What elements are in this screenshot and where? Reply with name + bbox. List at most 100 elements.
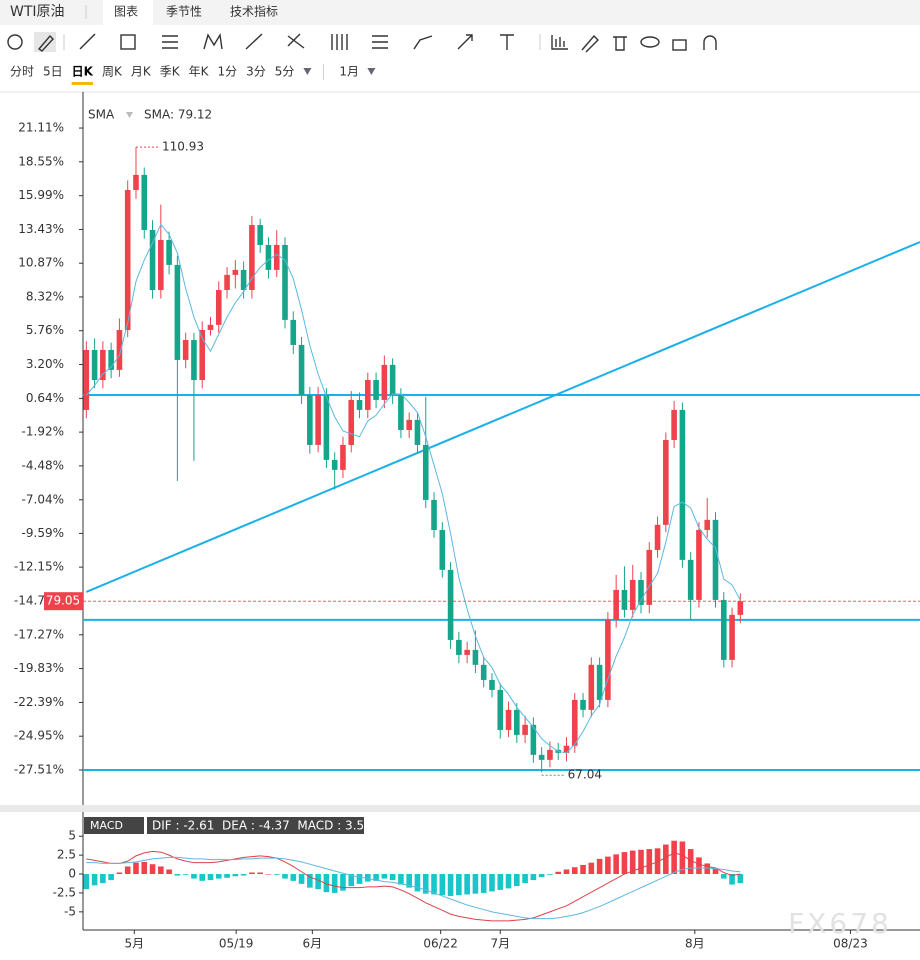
candle-body [331, 459, 338, 470]
candle-body [323, 394, 330, 460]
tool-icon[interactable] [640, 36, 660, 48]
candle-body [133, 174, 139, 190]
period-option[interactable]: 分时 [10, 65, 34, 79]
y-tick-label: -7.04% [22, 492, 64, 506]
candle-body [207, 324, 214, 331]
tool-icon[interactable] [500, 34, 514, 50]
period-option[interactable]: 5分 [275, 65, 295, 79]
x-tick-label: 5月 [125, 937, 145, 951]
y-tick-label: -27.51% [14, 762, 64, 776]
macd-bar [621, 852, 628, 875]
candle-body [679, 409, 686, 560]
candle-body [712, 519, 719, 600]
macd-bar [737, 874, 744, 884]
low-label: 67.04 [568, 768, 602, 782]
period-option[interactable]: 周K [102, 65, 123, 79]
tool-icon[interactable] [203, 32, 223, 50]
candle-body [174, 264, 181, 360]
tool-icon[interactable] [79, 33, 96, 50]
tool-icon[interactable] [703, 35, 717, 50]
tool-icon[interactable] [413, 35, 433, 50]
candle-body [431, 499, 437, 530]
last-price-label: 79.05 [46, 594, 80, 608]
candle-body [489, 679, 495, 690]
tool-icon[interactable] [457, 34, 473, 50]
tool-icon[interactable] [613, 36, 627, 51]
macd-bar [696, 857, 702, 875]
candle-body [629, 579, 636, 610]
macd-bar [348, 874, 355, 887]
macd-bar [398, 874, 404, 885]
candle-body [290, 319, 297, 345]
macd-legend[interactable]: MACD [90, 819, 123, 832]
period-option[interactable]: 3分 [246, 65, 266, 79]
macd-bar [580, 864, 586, 875]
period-bar: 分时 5日 日K 周K 月K 季K 年K 1分 3分 5分 1月 [10, 64, 376, 85]
candle-body [282, 244, 288, 320]
y-tick-label: 0 [68, 867, 76, 881]
macd-readout-bg [147, 817, 364, 834]
macd-bar [389, 874, 396, 881]
tool-icon[interactable] [162, 35, 178, 49]
tool-icon[interactable] [551, 35, 568, 50]
candle-body [356, 399, 363, 410]
candle-body [298, 344, 305, 395]
macd-bar [141, 861, 148, 875]
tool-icon[interactable] [581, 34, 599, 53]
tool-icon[interactable] [287, 33, 305, 49]
candle-body [182, 339, 189, 360]
candle-body [257, 225, 263, 245]
y-tick-label: -12.15% [14, 560, 64, 574]
tab[interactable]: 技术指标 [230, 4, 278, 19]
period-option[interactable]: 1分 [217, 65, 237, 79]
drawing-toolbar [7, 32, 717, 53]
tab[interactable]: 图表 [114, 5, 138, 19]
indicator-value: SMA: 79.12 [144, 108, 212, 122]
x-tick-label: 6月 [303, 937, 323, 951]
period-option[interactable]: 1月 [339, 65, 359, 79]
period-option[interactable]: 季K [160, 65, 181, 79]
candle-body [588, 664, 595, 710]
candle-body [364, 379, 371, 410]
tool-icon[interactable] [245, 33, 263, 50]
x-tick-label: 06/22 [423, 937, 458, 951]
candle-body [720, 599, 727, 660]
macd-bar [199, 874, 206, 881]
indicator-legend: SMA [88, 108, 115, 122]
period-option[interactable]: 5日 [43, 65, 63, 79]
tool-icon[interactable] [120, 34, 136, 50]
macd-bar [414, 874, 421, 892]
tool-icon[interactable] [372, 35, 388, 49]
candle-body [141, 174, 148, 231]
dropdown-arrow[interactable] [367, 68, 376, 75]
tool-icon[interactable] [37, 34, 54, 52]
candle-body [505, 709, 512, 730]
tab[interactable]: 季节性 [166, 5, 202, 19]
y-tick-label: 18.55% [18, 154, 64, 168]
y-tick-label: -19.83% [14, 661, 64, 675]
candle-body [166, 239, 172, 265]
period-option[interactable]: 月K [131, 65, 152, 79]
period-option[interactable]: 年K [189, 65, 210, 79]
y-tick-label: 13.43% [18, 222, 64, 236]
candle-body [406, 419, 412, 430]
macd-bar [712, 867, 719, 875]
x-tick-label: 05/19 [219, 937, 254, 951]
candle-body [605, 619, 611, 700]
tool-icon[interactable] [672, 39, 687, 51]
header-bar [0, 0, 920, 25]
macd-bar [638, 849, 644, 875]
period-option[interactable]: 日K [72, 65, 94, 79]
legend-toggle[interactable] [126, 112, 133, 118]
y-tick-label: -1.92% [22, 425, 64, 439]
tool-icon[interactable] [7, 34, 23, 50]
tool-icon[interactable] [331, 34, 348, 50]
macd-bar [191, 874, 197, 879]
y-tick-label: -9.59% [22, 526, 64, 540]
candle-body [522, 724, 528, 735]
macd-bar [257, 872, 263, 875]
dropdown-arrow[interactable] [303, 68, 312, 75]
macd-bar [116, 872, 123, 875]
macd-bar [547, 874, 553, 875]
